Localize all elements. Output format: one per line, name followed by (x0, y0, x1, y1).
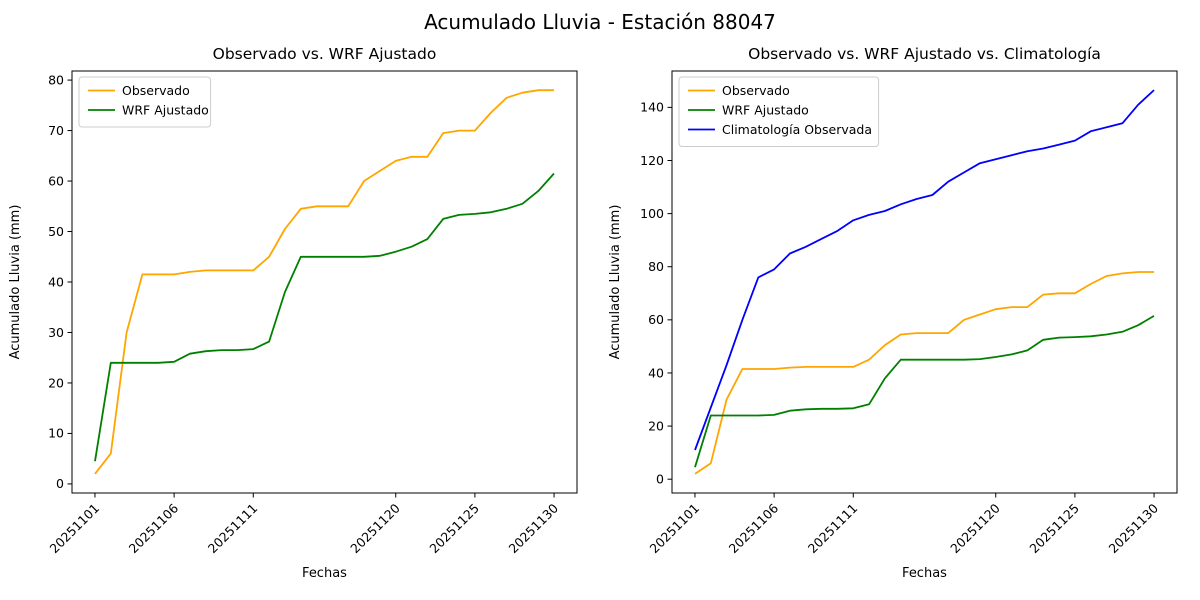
axes-border (671, 70, 1178, 494)
y-tick-label: 0 (656, 471, 664, 486)
legend-label: WRF Ajustado (722, 103, 809, 118)
series-observado (694, 271, 1154, 475)
chart-observado-vs-wrf: 0 10 20 30 40 50 60 70 80 20251101 20251106 2025111… (0, 34, 600, 600)
x-tick-label: 20251130 (1106, 500, 1162, 556)
legend-label: Observado (122, 83, 190, 98)
series-wrf-ajustado (694, 315, 1155, 468)
x-tick-label: 20251106 (126, 500, 182, 556)
legend-label: WRF Ajustado (122, 103, 209, 118)
x-tick-label: 20251101 (646, 501, 702, 557)
y-tick-label: 60 (648, 312, 664, 327)
y-tick-label: 0 (56, 476, 64, 491)
figure-title: Acumulado Lluvia - Estación 88047 (424, 10, 776, 34)
x-axis-label: Fechas (302, 566, 347, 581)
x-tick-label: 20251125 (426, 501, 482, 557)
y-tick-label: 50 (48, 224, 64, 239)
x-axis-label: Fechas (902, 566, 947, 581)
x-tick-label: 20251106 (726, 500, 782, 556)
y-tick-label: 140 (640, 100, 664, 115)
series-wrf-ajustado (94, 172, 555, 462)
y-axis-label: Acumulado Lluvia (mm) (8, 205, 23, 360)
y-tick-label: 80 (48, 72, 64, 87)
subplot-title: Observado vs. WRF Ajustado (213, 45, 437, 63)
y-tick-label: 40 (48, 274, 64, 289)
x-tick-label: 20251111 (205, 501, 261, 557)
legend-label: Climatología Observada (722, 122, 872, 137)
y-axis-label: Acumulado Lluvia (mm) (608, 205, 623, 360)
chart-svg: 0 10 20 30 40 50 60 70 80 20251101 20251106 2025111… (8, 45, 578, 581)
x-tick-label: 20251120 (947, 500, 1003, 556)
y-tick-label: 30 (48, 325, 64, 340)
legend-box (78, 76, 212, 128)
series-climatolog-a-observada (694, 89, 1155, 451)
x-tick-label: 20251120 (347, 500, 403, 556)
chart-svg: 0 20 40 60 80 100 120 140 20251101 20251106 202511… (608, 45, 1178, 581)
y-tick-label: 70 (48, 123, 64, 138)
series-observado (94, 89, 554, 475)
x-tick-label: 20251111 (805, 501, 861, 557)
y-tick-label: 100 (640, 206, 664, 221)
y-tick-label: 20 (48, 375, 64, 390)
x-tick-label: 20251101 (46, 501, 102, 557)
legend-label: Observado (722, 83, 790, 98)
charts-row: 0 10 20 30 40 50 60 70 80 20251101 20251106 2025111… (0, 34, 1200, 600)
y-tick-label: 120 (640, 153, 664, 168)
y-tick-label: 40 (648, 365, 664, 380)
y-tick-label: 10 (48, 426, 64, 441)
y-tick-label: 80 (648, 259, 664, 274)
y-tick-label: 20 (648, 418, 664, 433)
x-tick-label: 20251125 (1026, 501, 1082, 557)
subplot-title: Observado vs. WRF Ajustado vs. Climatolo… (748, 45, 1101, 63)
chart-observado-vs-wrf-vs-climatologia: 0 20 40 60 80 100 120 140 20251101 20251106 202511… (600, 34, 1200, 600)
axes-border (71, 70, 578, 494)
x-tick-label: 20251130 (506, 500, 562, 556)
y-tick-label: 60 (48, 173, 64, 188)
legend-box (678, 76, 880, 147)
